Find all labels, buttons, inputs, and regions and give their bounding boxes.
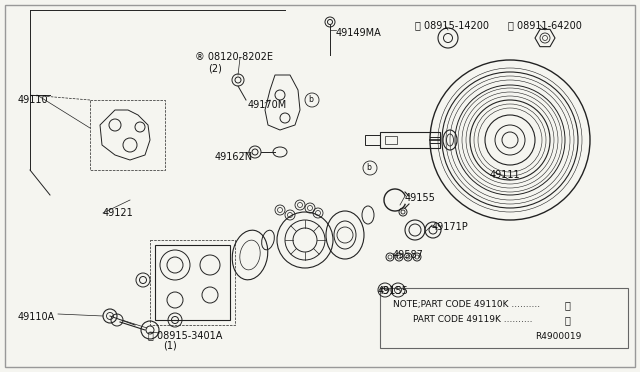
Text: Ⓑ: Ⓑ	[565, 315, 571, 325]
Text: 49170M: 49170M	[248, 100, 287, 110]
Text: Ⓝ 08911-64200: Ⓝ 08911-64200	[508, 20, 582, 30]
Text: ⓘ 08915-3401A: ⓘ 08915-3401A	[148, 330, 222, 340]
Text: Ⓐ: Ⓐ	[565, 300, 571, 310]
Text: 49111: 49111	[490, 170, 520, 180]
Bar	[380, 288, 628, 348]
Text: NOTE;PART CODE 49110K ..........: NOTE;PART CODE 49110K ..........	[393, 300, 540, 309]
Text: PART CODE 49119K ..........: PART CODE 49119K ..........	[413, 315, 532, 324]
Bar	[385, 136, 397, 144]
Text: (2): (2)	[208, 63, 222, 73]
Text: 49110A: 49110A	[18, 312, 55, 322]
Text: R4900019: R4900019	[535, 332, 581, 341]
Text: 49121: 49121	[103, 208, 134, 218]
Text: ⓘ 08915-14200: ⓘ 08915-14200	[415, 20, 489, 30]
Text: 49110: 49110	[18, 95, 49, 105]
Text: 49162N: 49162N	[215, 152, 253, 162]
Bar	[380, 132, 440, 148]
Text: b: b	[308, 95, 314, 104]
Text: b: b	[367, 163, 371, 172]
Text: 49155: 49155	[378, 286, 409, 296]
Bar	[365, 135, 380, 145]
Text: 49587: 49587	[393, 250, 424, 260]
Text: (1): (1)	[163, 341, 177, 351]
Text: ® 08120-8202E: ® 08120-8202E	[195, 52, 273, 62]
Bar	[155, 245, 230, 320]
Text: 49149MA: 49149MA	[336, 28, 381, 38]
Text: 49155: 49155	[405, 193, 436, 203]
Text: 49171P: 49171P	[432, 222, 468, 232]
